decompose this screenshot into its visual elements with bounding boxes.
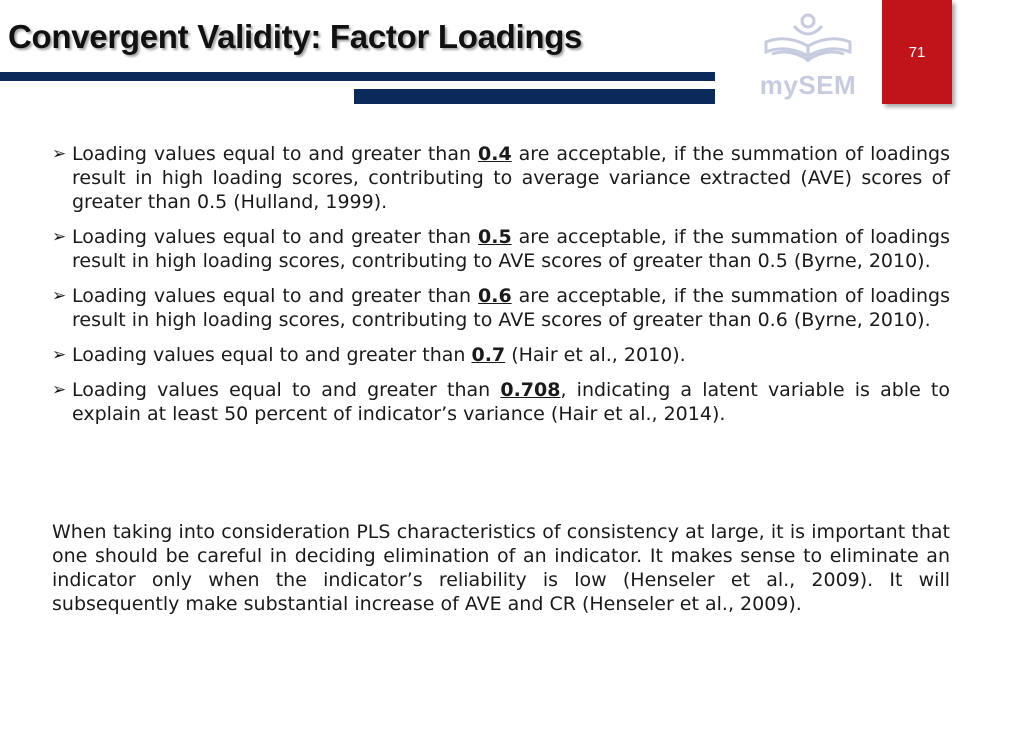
arrowhead-icon: ➢: [52, 380, 67, 400]
page-number-box: 71: [882, 0, 952, 104]
threshold-value: 0.708: [500, 379, 561, 401]
slide-title: Convergent Validity: Factor Loadings: [8, 18, 583, 55]
bullet-text: (Hair et al., 2010).: [505, 344, 686, 366]
bullet-item: ➢ Loading values equal to and greater th…: [52, 284, 950, 332]
threshold-value: 0.7: [471, 344, 506, 366]
title-accent-bar: [354, 89, 715, 104]
bullet-text: are acceptable, if the summation of load…: [72, 285, 951, 331]
bullet-item: ➢ Loading values equal to and greater th…: [52, 378, 950, 426]
page-number: 71: [908, 44, 926, 61]
threshold-value: 0.5: [478, 226, 512, 248]
title-underline-bar: [0, 72, 715, 81]
arrowhead-icon: ➢: [52, 227, 67, 247]
threshold-value: 0.6: [478, 285, 512, 307]
logo-text: mySEM: [759, 70, 857, 100]
bullet-text: are acceptable, if the summation of load…: [72, 143, 951, 213]
bullet-text: Loading values equal to and greater than: [72, 344, 472, 366]
bullet-text: are acceptable, if the summation of load…: [72, 226, 951, 272]
bullet-text: Loading values equal to and greater than: [72, 226, 479, 248]
body-paragraph: When taking into consideration PLS chara…: [52, 521, 950, 615]
bullet-list: ➢ Loading values equal to and greater th…: [52, 142, 950, 437]
bullet-item: ➢ Loading values equal to and greater th…: [52, 225, 950, 273]
arrowhead-icon: ➢: [52, 345, 67, 365]
bullet-item: ➢ Loading values equal to and greater th…: [52, 142, 950, 214]
bullet-text: , indicating a latent variable is able t…: [72, 379, 951, 425]
arrowhead-icon: ➢: [52, 286, 67, 306]
arrowhead-icon: ➢: [52, 144, 67, 164]
bullet-text: Loading values equal to and greater than: [72, 285, 479, 307]
bullet-text: Loading values equal to and greater than: [72, 379, 501, 401]
mysem-logo: mySEM: [758, 12, 858, 100]
open-book-person-icon: [764, 13, 852, 62]
bullet-text: Loading values equal to and greater than: [72, 143, 479, 165]
bullet-item: ➢ Loading values equal to and greater th…: [52, 343, 950, 367]
threshold-value: 0.4: [478, 143, 512, 165]
